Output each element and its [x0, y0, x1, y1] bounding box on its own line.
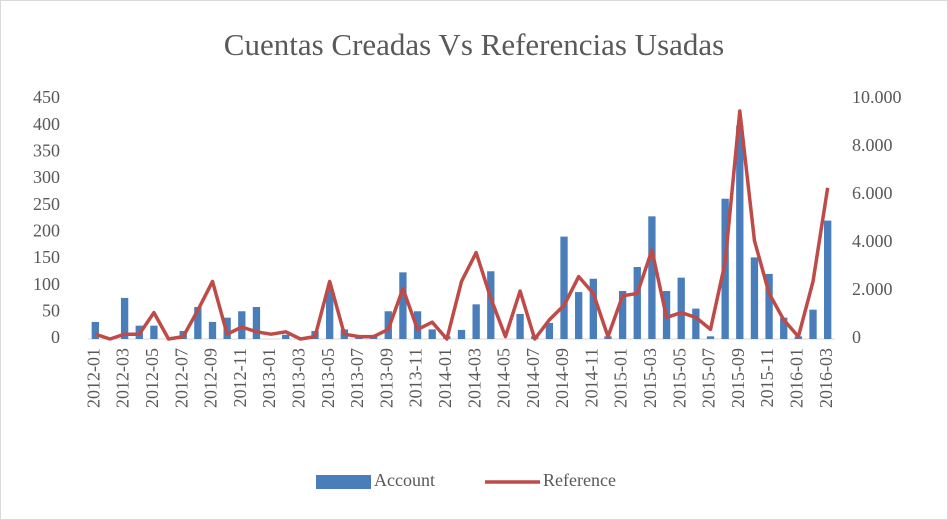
bar: [472, 304, 480, 339]
x-tick-label: 2013-09: [376, 348, 396, 408]
bar: [208, 321, 217, 339]
bar: [765, 273, 773, 339]
bar: [677, 277, 685, 339]
legend-label: Reference: [543, 470, 616, 490]
y2-tick-label: 2.000: [852, 279, 893, 299]
x-tick-label: 2013-05: [318, 348, 338, 408]
legend-label: Account: [374, 470, 435, 490]
x-tick-label: 2013-03: [289, 348, 309, 408]
y-tick-label: 300: [33, 167, 60, 187]
bar: [516, 313, 524, 339]
x-tick-label: 2015-03: [640, 348, 660, 408]
bar: [326, 288, 334, 339]
bar: [706, 336, 715, 339]
y2-tick-label: 10.000: [852, 87, 902, 107]
y-tick-label: 400: [33, 114, 60, 134]
x-tick-label: 2015-05: [669, 348, 689, 408]
y-tick-label: 100: [33, 274, 60, 294]
bar: [560, 236, 568, 339]
x-tick-label: 2014-01: [435, 348, 455, 408]
bar: [252, 307, 261, 339]
bar: [545, 323, 554, 339]
bar: [648, 216, 656, 339]
y2-tick-label: 6.000: [852, 183, 893, 203]
bar: [194, 307, 202, 339]
bar: [238, 311, 246, 339]
x-tick-label: 2015-01: [611, 348, 631, 408]
bar: [150, 325, 158, 339]
x-tick-label: 2016-03: [816, 348, 836, 408]
y-tick-label: 200: [33, 220, 60, 240]
x-tick-label: 2012-09: [201, 348, 221, 408]
x-tick-label: 2016-01: [787, 348, 807, 408]
y-tick-label: 50: [42, 300, 60, 320]
bar: [457, 329, 466, 339]
x-tick-label: 2014-07: [523, 348, 543, 408]
x-tick-label: 2014-11: [581, 348, 601, 407]
x-tick-label: 2012-01: [83, 348, 103, 408]
x-tick-label: 2015-11: [757, 348, 777, 407]
y-tick-label: 150: [33, 247, 60, 267]
bar: [589, 278, 597, 339]
bar: [120, 297, 129, 339]
x-tick-label: 2014-05: [494, 348, 514, 408]
bar: [824, 220, 832, 339]
legend-swatch: [316, 475, 371, 489]
chart-title: Cuentas Creadas Vs Referencias Usadas: [224, 27, 724, 62]
bar: [618, 291, 627, 339]
x-tick-label: 2012-03: [113, 348, 133, 408]
bar: [692, 308, 700, 339]
bar: [487, 271, 495, 339]
bar: [575, 292, 583, 339]
bar: [780, 317, 788, 339]
y2-tick-label: 4.000: [852, 231, 893, 251]
bar: [736, 125, 744, 340]
line: [94, 109, 830, 341]
x-tick-label: 2013-01: [259, 348, 279, 408]
bar: [428, 329, 436, 339]
y-tick-label: 450: [33, 87, 60, 107]
y-tick-label: 250: [33, 194, 60, 214]
y-tick-label: 350: [33, 140, 60, 160]
x-tick-label: 2015-09: [728, 348, 748, 408]
y2-tick-label: 0: [852, 327, 861, 347]
x-tick-label: 2014-09: [552, 348, 572, 408]
bar: [399, 272, 407, 339]
x-tick-label: 2015-07: [699, 348, 719, 408]
bar: [809, 309, 817, 339]
x-tick-label: 2012-07: [171, 348, 191, 408]
y2-tick-label: 8.000: [852, 135, 893, 155]
x-tick-label: 2014-03: [464, 348, 484, 408]
x-tick-label: 2012-11: [230, 348, 250, 407]
bar: [91, 321, 99, 339]
x-tick-label: 2013-11: [406, 348, 426, 407]
x-tick-label: 2013-07: [347, 348, 367, 408]
bar: [282, 334, 290, 339]
x-tick-label: 2012-05: [142, 348, 162, 408]
bar: [750, 257, 759, 339]
y-tick-label: 0: [51, 327, 60, 347]
bar: [633, 267, 641, 339]
